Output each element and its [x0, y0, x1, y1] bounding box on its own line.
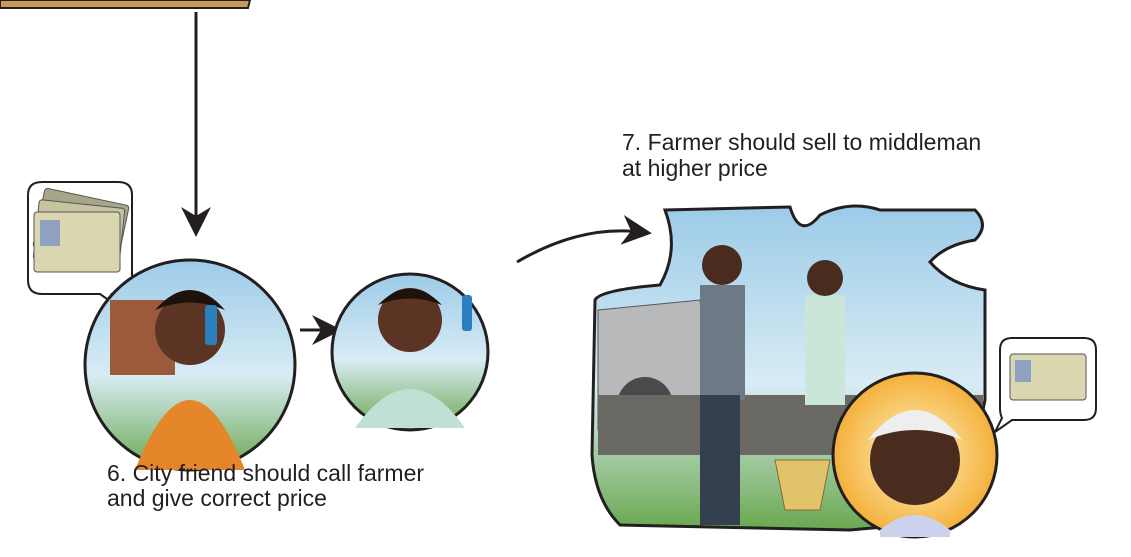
top-panel-edge [0, 0, 250, 8]
money-bubble [995, 338, 1096, 432]
step-caption: 7. Farmer should sell to middleman [622, 129, 981, 155]
diagram: 7. Farmer should sell to middleman at hi… [0, 0, 1131, 557]
city-friend-panel [85, 260, 295, 470]
farmer-call-panel [332, 274, 488, 430]
step-caption: 6. City friend should call farmer [107, 460, 424, 486]
farmer-face-panel [833, 373, 997, 537]
step-caption: and give correct price [107, 485, 327, 511]
arrow [517, 231, 640, 262]
step-caption: at higher price [622, 155, 768, 181]
